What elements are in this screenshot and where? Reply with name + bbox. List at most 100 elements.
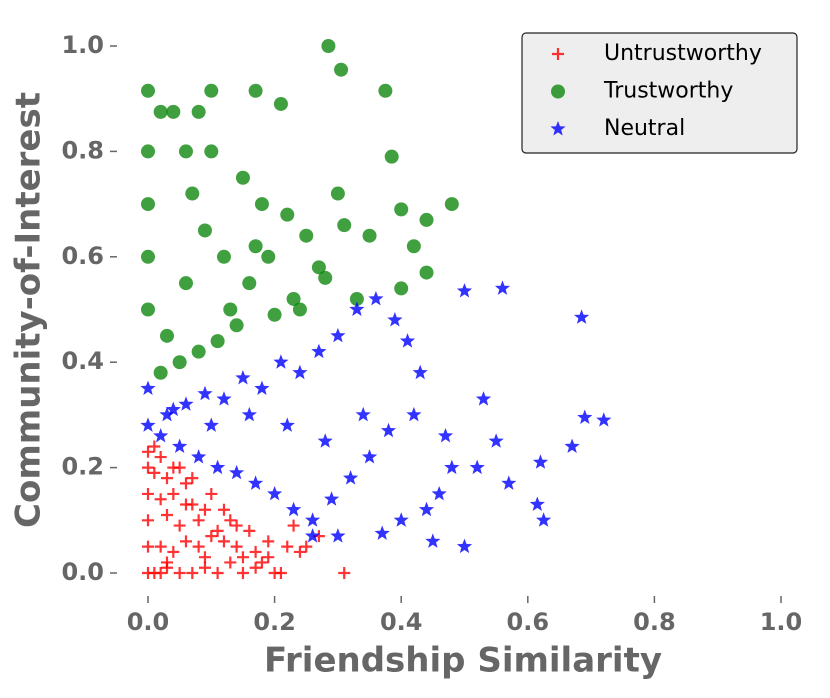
data-point: [279, 417, 295, 432]
data-point: [281, 540, 294, 553]
data-point: [179, 498, 192, 511]
data-point: [249, 561, 262, 574]
data-point: [262, 535, 275, 548]
data-point: [387, 312, 403, 327]
data-point: [418, 501, 435, 517]
plot-area: [140, 39, 612, 579]
data-point: [210, 459, 226, 475]
y-tick-label: 0.0: [61, 558, 104, 586]
data-point: [178, 276, 193, 291]
data-point: [241, 406, 257, 422]
data-point: [334, 62, 349, 77]
y-tick-label: 0.4: [61, 347, 104, 375]
data-point: [178, 396, 194, 411]
data-point: [529, 496, 545, 511]
data-point: [243, 524, 256, 537]
data-point: [596, 412, 612, 427]
data-point: [444, 197, 459, 212]
data-point: [173, 519, 186, 532]
data-point: [419, 265, 434, 280]
data-point: [564, 438, 580, 453]
data-point: [160, 556, 173, 569]
data-point: [142, 514, 154, 527]
data-point: [343, 470, 359, 485]
data-point: [384, 149, 399, 164]
data-point: [355, 406, 371, 422]
data-point: [179, 477, 192, 490]
data-point: [321, 39, 336, 53]
data-point: [235, 170, 250, 185]
data-point: [148, 440, 161, 453]
x-axis-label: Friendship Similarity: [264, 641, 662, 681]
data-point: [317, 433, 333, 448]
data-point: [230, 519, 243, 532]
data-point: [299, 228, 314, 243]
data-point: [140, 417, 156, 432]
data-point: [412, 364, 428, 380]
legend-label: Neutral: [604, 116, 685, 141]
data-point: [197, 223, 212, 238]
x-tick-label: 1.0: [760, 608, 803, 636]
data-point: [456, 538, 473, 554]
data-point: [210, 334, 225, 349]
data-point: [577, 409, 593, 424]
data-point: [224, 514, 237, 527]
data-point: [192, 540, 205, 553]
data-point: [167, 487, 180, 500]
data-point: [203, 417, 219, 432]
data-point: [324, 491, 340, 506]
data-point: [286, 501, 302, 517]
legend-label: Untrustworthy: [604, 41, 762, 66]
data-point: [242, 276, 257, 291]
data-point: [142, 540, 154, 553]
data-point: [431, 486, 447, 501]
data-point: [444, 459, 460, 475]
data-point: [394, 202, 409, 217]
legend: Untrustworthy Trustworthy Neutral: [521, 32, 798, 154]
data-point: [361, 449, 378, 464]
data-point: [293, 545, 306, 558]
data-point: [374, 525, 390, 540]
data-point: [273, 354, 289, 369]
data-point: [262, 551, 275, 564]
data-point: [362, 228, 377, 243]
data-point: [268, 567, 281, 579]
data-point: [248, 475, 264, 490]
data-point: [141, 144, 155, 159]
data-point: [330, 327, 346, 343]
x-tick-label: 0.2: [253, 608, 296, 636]
data-point: [159, 406, 175, 422]
data-point: [205, 487, 218, 500]
data-point: [337, 218, 352, 233]
data-point: [191, 104, 206, 119]
data-point: [140, 380, 156, 395]
data-point: [217, 503, 230, 516]
data-point: [197, 385, 213, 401]
data-point: [305, 512, 321, 527]
data-point: [349, 301, 365, 316]
data-point: [204, 83, 219, 98]
data-point: [211, 567, 224, 579]
data-point: [172, 438, 188, 453]
data-point: [249, 545, 262, 558]
data-point: [153, 428, 169, 443]
y-tick-label: 1.0: [61, 31, 104, 59]
data-point: [229, 318, 244, 333]
data-point: [311, 343, 327, 359]
data-point: [469, 459, 485, 475]
data-point: [217, 535, 230, 548]
data-point: [380, 422, 397, 438]
data-point: [198, 551, 211, 564]
legend-marker: [552, 48, 564, 60]
data-point: [153, 104, 168, 119]
data-point: [248, 83, 263, 98]
legend-marker: [550, 121, 566, 136]
data-point: [185, 186, 200, 201]
data-point: [349, 291, 364, 306]
data-point: [160, 472, 173, 485]
data-point: [142, 461, 154, 474]
data-point: [230, 540, 243, 553]
data-point: [254, 380, 270, 395]
data-point: [406, 239, 421, 254]
